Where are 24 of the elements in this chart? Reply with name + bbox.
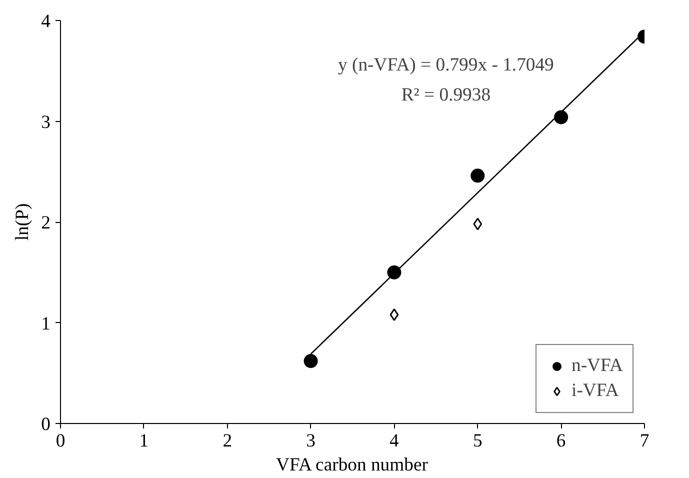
y-tick-label: 2 <box>41 212 50 234</box>
y-tick-label: 4 <box>41 11 52 32</box>
x-tick-label: 4 <box>390 430 400 452</box>
y-axis-title: ln(P) <box>12 203 34 241</box>
y-tick-label: 0 <box>41 414 50 435</box>
x-tick-label: 3 <box>306 430 316 452</box>
x-tick-label: 1 <box>139 430 149 452</box>
x-tick-label: 5 <box>472 430 482 452</box>
annotation: y (n-VFA) = 0.799x - 1.7049 <box>338 54 554 76</box>
point <box>390 308 399 321</box>
point <box>473 218 482 230</box>
legend-label: i-VFA <box>572 380 619 402</box>
y-tick-label: 1 <box>41 313 50 334</box>
point <box>554 110 568 124</box>
x-tick-label: 0 <box>56 430 66 452</box>
point <box>470 168 485 183</box>
legend-label: n-VFA <box>572 355 623 377</box>
y-tick-label: 3 <box>41 112 50 133</box>
x-tick-label: 7 <box>640 430 650 452</box>
annotation: R² = 0.9938 <box>401 84 491 106</box>
point <box>304 354 318 368</box>
x-tick-label: 6 <box>556 430 566 452</box>
x-axis-title: VFA carbon number <box>276 454 429 476</box>
x-tick-label: 2 <box>222 430 232 452</box>
